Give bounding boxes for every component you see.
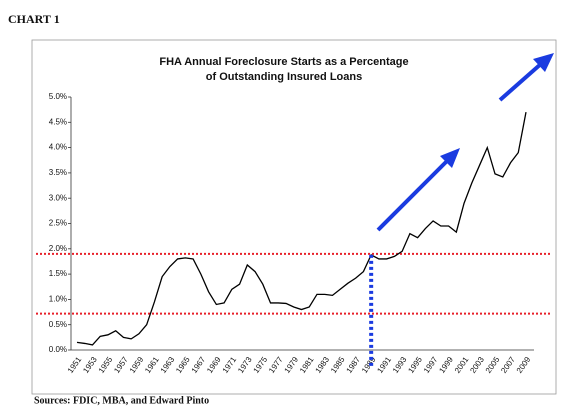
y-tick-label: 2.0% [49,244,67,253]
y-tick-label: 3.0% [49,193,67,202]
x-tick-label: 1955 [97,355,115,375]
chart-title: FHA Annual Foreclosure Starts as a Perce… [159,56,408,68]
arrow [376,148,460,232]
y-tick-label: 3.5% [49,168,67,177]
x-tick-label: 1979 [283,355,301,375]
x-tick-label: 1967 [190,355,208,375]
x-tick-label: 2005 [484,355,502,375]
y-tick-label: 0.5% [49,320,67,329]
x-tick-label: 2009 [515,355,533,375]
x-tick-label: 1989 [360,355,378,375]
arrow [498,53,554,102]
x-tick-label: 1987 [344,355,362,375]
x-tick-label: 2001 [453,355,471,375]
chart-title: of Outstanding Insured Loans [206,71,362,83]
y-tick-label: 0.0% [49,345,67,354]
x-tick-label: 1963 [159,355,177,375]
x-tick-label: 1991 [375,355,393,375]
x-tick-label: 1953 [81,355,99,375]
x-tick-label: 1971 [221,355,239,375]
x-tick-label: 1975 [252,355,270,375]
x-tick-label: 1981 [298,355,316,375]
x-tick-label: 1983 [314,355,332,375]
line [76,112,527,346]
y-tick-label: 4.0% [49,143,67,152]
header: CHART 1 [8,12,60,26]
x-tick-label: 1965 [174,355,192,375]
x-tick-label: 1973 [236,355,254,375]
y-tick-label: 4.5% [49,117,67,126]
x-tick-label: 1993 [391,355,409,375]
y-tick-label: 2.5% [49,219,67,228]
x-tick-label: 1999 [437,355,455,375]
x-tick-label: 2007 [499,355,517,375]
x-tick-label: 2003 [468,355,486,375]
x-tick-label: 1977 [267,355,285,375]
x-tick-label: 1951 [66,355,84,375]
chart-frame [31,39,557,395]
x-tick-label: 1995 [406,355,424,375]
x-tick-label: 1961 [143,355,161,375]
y-tick-label: 1.0% [49,295,67,304]
footer: Sources: FDIC, MBA, and Edward Pinto [34,395,209,406]
x-tick-label: 1997 [422,355,440,375]
y-tick-label: 5.0% [49,92,67,101]
x-tick-label: 1959 [128,355,146,375]
y-tick-label: 1.5% [49,269,67,278]
x-tick-label: 1985 [329,355,347,375]
x-tick-label: 1969 [205,355,223,375]
x-tick-label: 1957 [112,355,130,375]
